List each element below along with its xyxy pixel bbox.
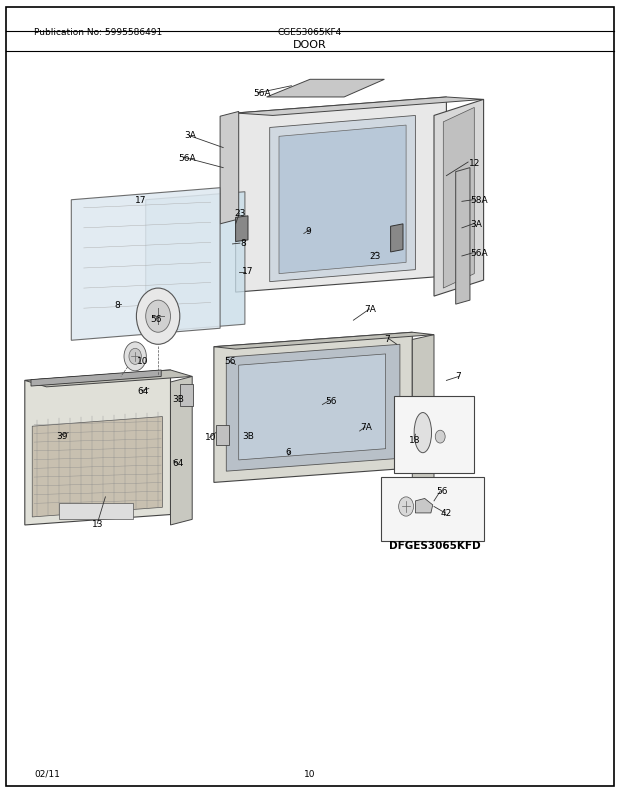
Text: 56: 56: [436, 486, 448, 496]
Circle shape: [124, 342, 146, 371]
Polygon shape: [279, 126, 406, 274]
Circle shape: [129, 349, 141, 365]
Text: 3A: 3A: [470, 220, 482, 229]
Text: 23: 23: [234, 209, 246, 218]
Text: 3B: 3B: [172, 395, 184, 404]
Text: 56: 56: [224, 356, 236, 366]
FancyBboxPatch shape: [381, 477, 484, 541]
Polygon shape: [267, 80, 384, 98]
Text: 13: 13: [92, 519, 104, 529]
Text: 56A: 56A: [470, 249, 487, 258]
Text: Publication No: 5995586491: Publication No: 5995586491: [34, 28, 162, 37]
Polygon shape: [32, 417, 162, 517]
Polygon shape: [412, 335, 434, 483]
Text: 56: 56: [325, 396, 337, 406]
Text: 12: 12: [469, 158, 481, 168]
Text: 23: 23: [370, 251, 381, 261]
Text: 56: 56: [150, 314, 162, 324]
Text: 64: 64: [172, 458, 184, 468]
Circle shape: [399, 497, 414, 516]
Polygon shape: [236, 98, 484, 116]
Circle shape: [435, 431, 445, 444]
Text: CGES3065KF4: CGES3065KF4: [278, 28, 342, 37]
Text: DOOR: DOOR: [293, 40, 327, 50]
Text: 02/11: 02/11: [34, 769, 60, 778]
Polygon shape: [25, 371, 192, 387]
Bar: [216, 425, 229, 445]
Text: 58A: 58A: [470, 196, 487, 205]
Ellipse shape: [414, 413, 432, 453]
Text: 9: 9: [305, 226, 311, 236]
Circle shape: [146, 301, 170, 333]
Text: 42: 42: [440, 508, 451, 518]
Text: 56A: 56A: [253, 88, 270, 98]
Bar: [59, 504, 133, 520]
Text: DFGES3065KFD: DFGES3065KFD: [389, 541, 481, 550]
Circle shape: [136, 289, 180, 345]
Text: 64: 64: [137, 387, 148, 396]
Polygon shape: [214, 333, 434, 350]
Polygon shape: [236, 98, 446, 293]
Polygon shape: [170, 377, 192, 525]
Polygon shape: [25, 371, 171, 525]
Polygon shape: [71, 188, 220, 341]
Polygon shape: [220, 112, 239, 225]
Text: 17: 17: [135, 196, 147, 205]
Text: 10: 10: [137, 356, 149, 366]
Polygon shape: [415, 499, 433, 513]
Text: 8: 8: [115, 300, 120, 310]
Text: 17: 17: [242, 266, 254, 276]
Text: 39: 39: [56, 431, 68, 440]
Polygon shape: [226, 345, 400, 472]
Text: 3B: 3B: [242, 431, 254, 440]
Text: 7A: 7A: [360, 423, 372, 432]
FancyBboxPatch shape: [394, 397, 474, 473]
Polygon shape: [239, 354, 386, 460]
Text: 10: 10: [304, 769, 316, 778]
Polygon shape: [236, 217, 248, 242]
Text: 18: 18: [409, 435, 421, 444]
Polygon shape: [434, 100, 484, 297]
Polygon shape: [270, 116, 415, 282]
Polygon shape: [456, 168, 470, 305]
Polygon shape: [146, 192, 245, 333]
Text: 10: 10: [205, 432, 216, 442]
Polygon shape: [31, 371, 161, 387]
Polygon shape: [391, 225, 403, 253]
Text: 7: 7: [384, 334, 390, 344]
Text: 56A: 56A: [179, 154, 196, 164]
Text: 3A: 3A: [185, 131, 197, 140]
Bar: [180, 384, 193, 407]
Polygon shape: [443, 108, 474, 289]
Polygon shape: [214, 333, 412, 483]
Text: 8: 8: [240, 238, 246, 248]
Text: 6: 6: [286, 447, 291, 456]
Text: 7: 7: [455, 371, 461, 381]
Text: 7A: 7A: [365, 305, 376, 314]
